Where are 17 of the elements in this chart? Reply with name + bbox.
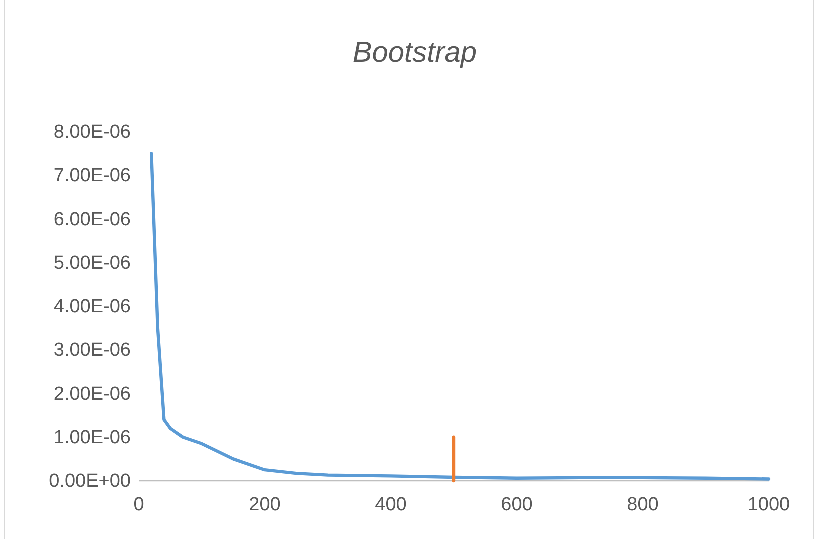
x-tick-label: 800 [627,494,659,516]
y-tick-label: 5.00E-06 [54,252,131,274]
x-tick-label: 400 [375,494,407,516]
x-tick-label: 1000 [748,494,790,516]
y-tick-label: 1.00E-06 [54,427,131,448]
x-tick-label: 0 [134,494,144,516]
y-tick-label: 2.00E-06 [54,384,131,405]
y-tick-label: 6.00E-06 [54,209,131,230]
line-series [150,152,771,481]
x-tick-label: 600 [501,494,533,516]
y-tick-label: 8.00E-06 [54,122,131,144]
y-tick-label: 3.00E-06 [54,340,131,362]
chart-title: Bootstrap [352,37,478,69]
x-tick-label: 200 [249,494,281,516]
y-tick-label: 4.00E-06 [54,296,131,318]
y-tick-label: 7.00E-06 [54,166,131,187]
y-tick-label: 0.00E+00 [49,471,131,492]
